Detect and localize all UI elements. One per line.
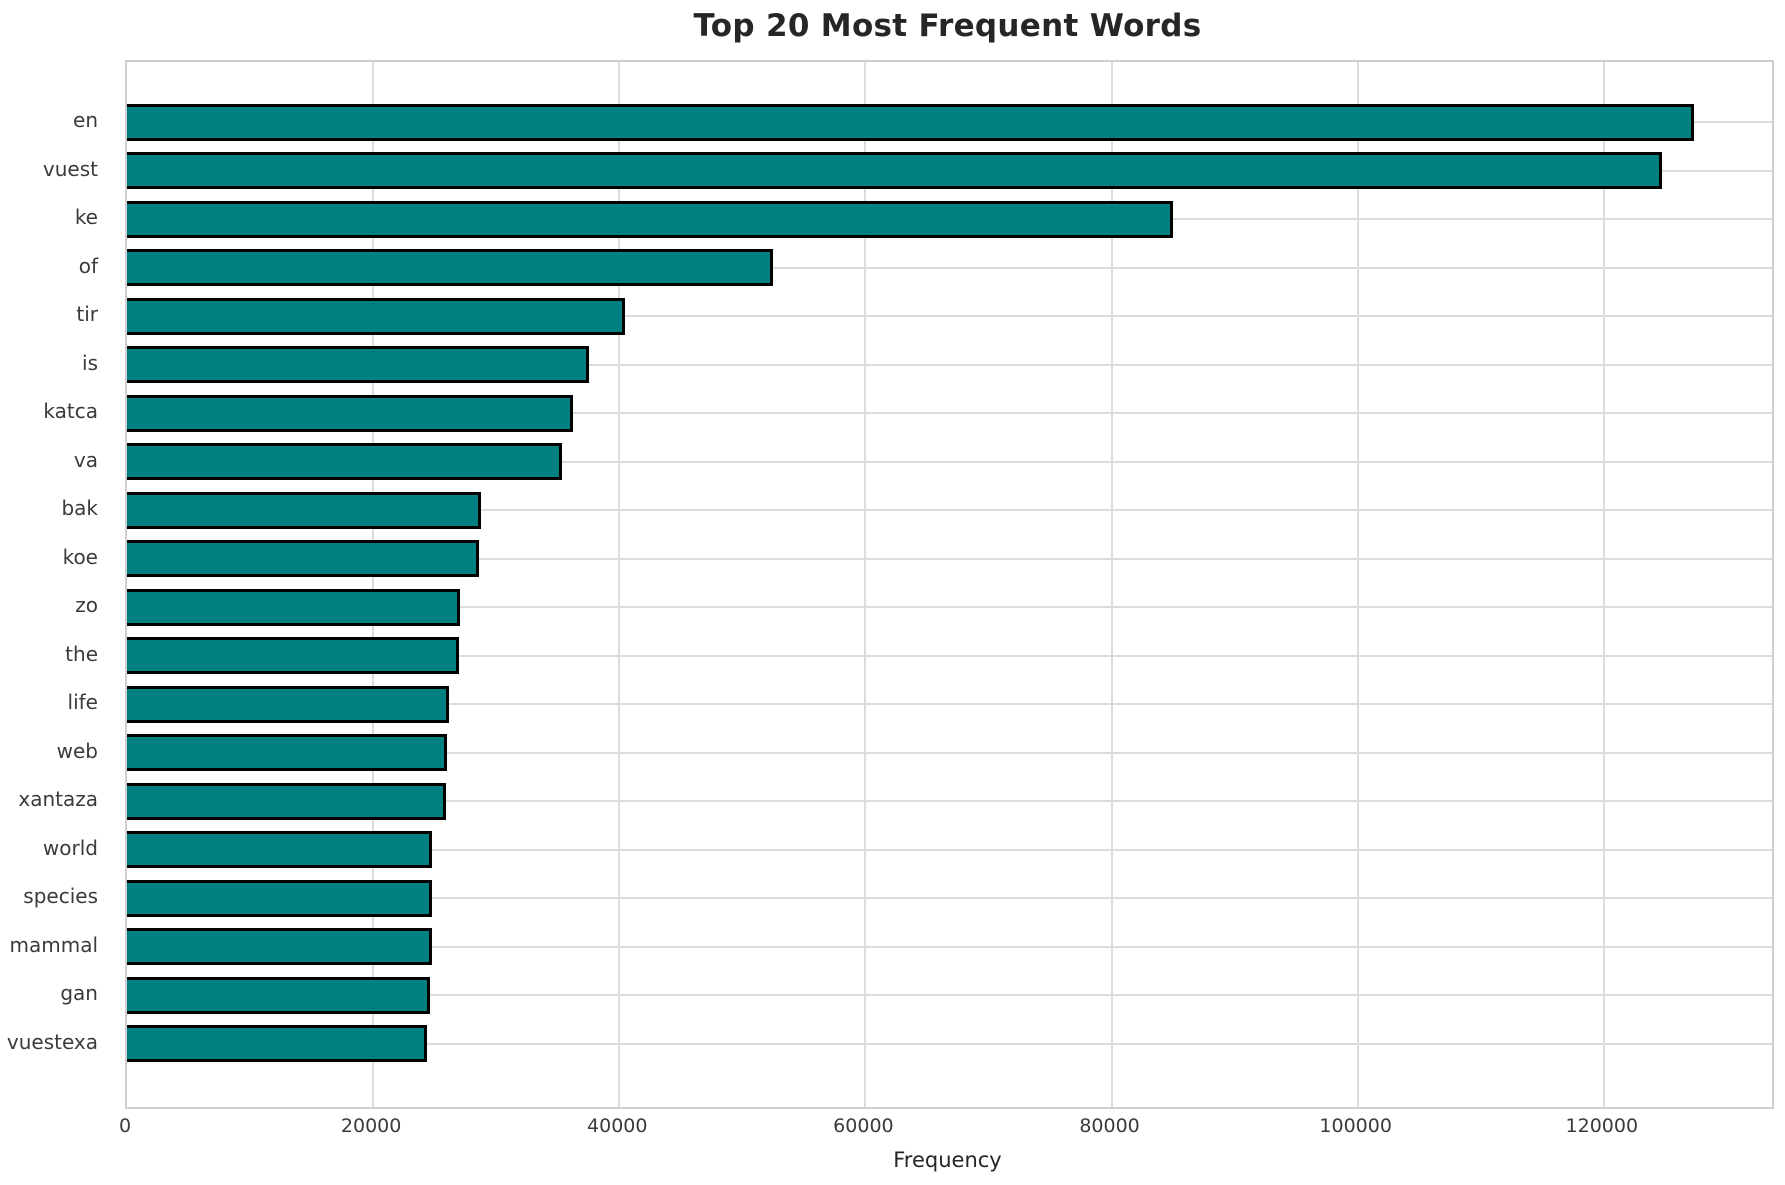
y-tick-label-world: world [42, 835, 98, 860]
y-gridline [127, 897, 1772, 899]
bar-world [127, 831, 433, 868]
y-gridline [127, 848, 1772, 851]
y-gridline [127, 1042, 1772, 1045]
y-tick-label-katca: katca [43, 399, 98, 423]
y-tick-label-the: the [65, 641, 98, 666]
y-tick-label-mammal: mammal [9, 932, 98, 957]
y-tick-label-gan: gan [60, 981, 98, 1005]
y-gridline [127, 363, 1772, 366]
y-gridline [127, 654, 1772, 657]
bar-xantaza [127, 782, 447, 820]
y-gridline [127, 315, 1772, 317]
chart-title: Top 20 Most Frequent Words [693, 8, 1202, 44]
y-tick-label-vuest: vuest [42, 156, 98, 181]
y-gridline [127, 509, 1772, 511]
x-tick-label-40000: 40000 [587, 1115, 648, 1137]
y-axis-tick-labels: en vuest ke of tir is katca va bak koe zo the life we… [0, 60, 110, 1105]
y-tick-label-xantaza: xantaza [18, 787, 98, 811]
y-tick-label-koe: koe [62, 544, 98, 569]
bar-vuestexa [127, 1025, 427, 1062]
y-gridline [127, 994, 1772, 996]
bar-species [127, 879, 433, 917]
x-gridline [372, 62, 375, 1107]
y-gridline [127, 945, 1772, 948]
x-gridline [1356, 62, 1359, 1107]
plot-area [125, 60, 1774, 1109]
y-gridline [127, 703, 1772, 705]
bar-katca [127, 394, 573, 432]
x-tick-label-80000: 80000 [1079, 1115, 1140, 1137]
y-tick-label-va: va [73, 447, 98, 472]
x-axis-label: Frequency [893, 1148, 1002, 1172]
y-tick-label-species: species [23, 884, 98, 908]
bar-bak [127, 491, 481, 529]
x-tick-label-100000: 100000 [1319, 1115, 1392, 1137]
x-tick-label-60000: 60000 [833, 1115, 894, 1137]
y-gridline [127, 460, 1772, 463]
y-gridline [127, 606, 1772, 608]
x-gridline [1602, 62, 1605, 1107]
bar-the [127, 637, 459, 674]
y-tick-label-tir: tir [76, 302, 98, 326]
y-tick-label-life: life [67, 690, 98, 714]
x-gridline [618, 62, 621, 1107]
y-tick-label-bak: bak [61, 496, 98, 520]
y-tick-label-en: en [73, 108, 98, 132]
bar-life [127, 685, 450, 723]
y-tick-label-ke: ke [74, 205, 98, 229]
bar-web [127, 734, 447, 771]
bar-gan [127, 976, 430, 1014]
bar-zo [127, 588, 460, 626]
bar-of [127, 249, 774, 286]
bar-en [127, 103, 1694, 141]
bar-va [127, 443, 563, 480]
x-tick-label-0: 0 [118, 1115, 132, 1137]
bar-vuest [127, 152, 1662, 189]
x-tick-label-120000: 120000 [1565, 1115, 1639, 1137]
y-tick-label-vuestexa: vuestexa [6, 1029, 98, 1054]
y-gridline [127, 266, 1772, 269]
y-gridline [127, 557, 1772, 560]
y-gridline [127, 751, 1772, 754]
bar-mammal [127, 928, 432, 965]
y-tick-label-is: is [82, 350, 98, 375]
bar-tir [127, 297, 626, 335]
bar-is [127, 346, 589, 383]
x-axis-tick-labels: 0 20000 40000 60000 80000 100000 120000 [119, 1115, 1770, 1141]
x-gridline [1110, 62, 1113, 1107]
y-tick-label-web: web [56, 738, 98, 763]
bar-koe [127, 540, 479, 577]
y-tick-label-of: of [78, 253, 98, 278]
y-tick-label-zo: zo [75, 593, 98, 617]
y-gridline [127, 412, 1772, 414]
x-gridline [864, 62, 867, 1107]
bar-ke [127, 200, 1174, 238]
y-gridline [127, 800, 1772, 802]
x-tick-label-20000: 20000 [340, 1115, 402, 1137]
